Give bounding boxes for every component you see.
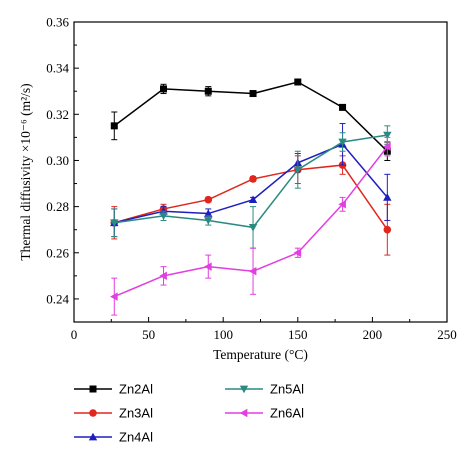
series-zn5al bbox=[110, 125, 392, 249]
x-tick-label: 0 bbox=[71, 327, 78, 342]
legend-label: Zn4Al bbox=[119, 430, 153, 445]
series-zn6al bbox=[110, 136, 391, 316]
data-point-zn5al bbox=[248, 224, 258, 232]
data-point-zn2al bbox=[294, 78, 302, 86]
data-point-zn6al bbox=[293, 248, 302, 257]
legend-item-zn3al: Zn3Al bbox=[74, 406, 153, 421]
legend-marker bbox=[89, 409, 97, 417]
data-point-zn5al bbox=[159, 212, 168, 221]
y-tick-label: 0.26 bbox=[46, 245, 69, 260]
y-tick-label: 0.32 bbox=[46, 107, 69, 122]
data-point-zn5al bbox=[338, 138, 347, 147]
legend-label: Zn2Al bbox=[119, 382, 153, 397]
x-tick-label: 200 bbox=[363, 327, 383, 342]
data-point-zn5al bbox=[293, 166, 302, 174]
y-tick-label: 0.30 bbox=[46, 153, 69, 168]
legend-item-zn6al: Zn6Al bbox=[225, 406, 304, 421]
data-point-zn6al bbox=[383, 142, 391, 151]
data-point-zn2al bbox=[204, 87, 212, 95]
legend-marker bbox=[88, 432, 98, 441]
series-line-zn6al bbox=[113, 146, 388, 298]
data-point-zn2al bbox=[339, 103, 347, 111]
data-point-zn6al bbox=[159, 271, 167, 281]
legend-item-zn2al: Zn2Al bbox=[74, 382, 153, 397]
data-point-zn6al bbox=[338, 200, 346, 209]
data-point-zn3al bbox=[249, 175, 257, 183]
data-point-zn6al bbox=[248, 267, 257, 276]
y-axis-title: Thermal diffusivity ×10⁻⁶ (m²/s) bbox=[18, 83, 33, 260]
data-point-zn4al bbox=[383, 193, 392, 201]
legend-marker bbox=[239, 385, 249, 394]
y-tick-label: 0.34 bbox=[46, 61, 69, 76]
y-tick-label: 0.28 bbox=[46, 199, 69, 214]
x-tick-label: 100 bbox=[213, 327, 233, 342]
data-point-zn6al bbox=[110, 292, 118, 301]
y-tick-label: 0.36 bbox=[46, 15, 69, 30]
legend-marker bbox=[89, 385, 97, 393]
series-zn2al bbox=[110, 78, 391, 161]
y-tick-label: 0.24 bbox=[46, 291, 69, 306]
legend-item-zn5al: Zn5Al bbox=[225, 382, 304, 397]
data-point-zn3al bbox=[204, 195, 213, 204]
x-tick-label: 50 bbox=[142, 327, 155, 342]
data-point-zn5al bbox=[204, 217, 213, 225]
data-point-zn5al bbox=[383, 131, 392, 140]
data-point-zn2al bbox=[160, 85, 168, 93]
plot-area-frame bbox=[73, 21, 448, 323]
x-tick-label: 250 bbox=[437, 327, 457, 342]
data-point-zn2al bbox=[249, 90, 257, 98]
x-axis-title: Temperature (°C) bbox=[213, 347, 308, 362]
x-tick-label: 150 bbox=[288, 327, 308, 342]
data-point-zn4al bbox=[204, 209, 213, 217]
legend-label: Zn6Al bbox=[270, 406, 304, 421]
data-point-zn6al bbox=[204, 262, 212, 271]
data-point-zn3al bbox=[383, 225, 392, 234]
legend-marker bbox=[239, 408, 248, 418]
data-point-zn5al bbox=[110, 219, 119, 227]
legend-item-zn4al: Zn4Al bbox=[74, 430, 153, 445]
data-point-zn4al bbox=[248, 195, 258, 204]
series-zn3al bbox=[110, 155, 392, 256]
legend-label: Zn5Al bbox=[270, 382, 304, 397]
data-point-zn2al bbox=[110, 122, 118, 130]
legend-label: Zn3Al bbox=[119, 406, 153, 421]
